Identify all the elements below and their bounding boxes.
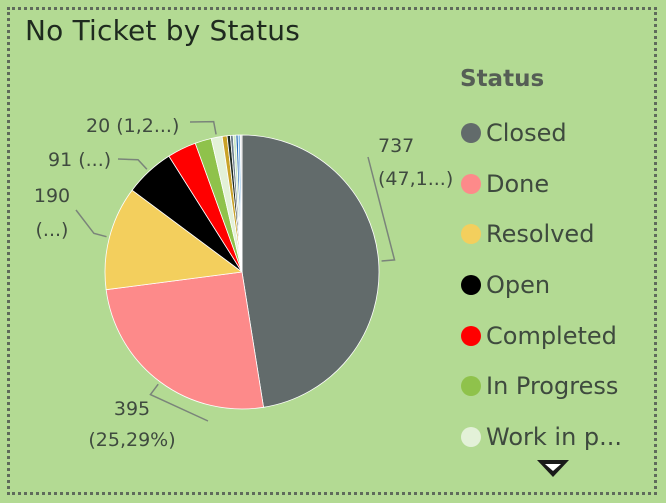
pie-slice[interactable]	[105, 271, 264, 410]
legend-marker	[461, 426, 481, 447]
label-leader-line	[149, 383, 209, 422]
legend-marker	[461, 376, 481, 397]
legend-item[interactable]: Work in p...	[461, 412, 622, 463]
data-label: 395	[114, 398, 150, 420]
pie-slice[interactable]	[239, 134, 243, 273]
legend-item[interactable]: Completed	[461, 310, 622, 361]
legend-label: Done	[486, 169, 550, 198]
legend-item[interactable]: Closed	[461, 108, 622, 159]
label-leader-line	[117, 158, 148, 170]
legend-item[interactable]: In Progress	[461, 361, 622, 412]
data-label: (...)	[36, 219, 69, 241]
data-label: 190	[34, 185, 70, 207]
legend-label: Open	[486, 271, 551, 300]
legend-marker	[461, 325, 481, 346]
pie-slice[interactable]	[104, 189, 244, 291]
data-label: (25,29%)	[88, 429, 175, 451]
data-label: 737	[378, 135, 414, 157]
legend-title: Status	[460, 66, 545, 92]
legend-marker	[461, 173, 481, 194]
data-label: (47,1...)	[378, 168, 453, 190]
legend-marker	[461, 123, 481, 144]
legend-label: Work in p...	[486, 422, 623, 451]
legend-label: Completed	[486, 321, 617, 350]
legend-marker	[461, 275, 481, 296]
legend-marker	[461, 224, 481, 245]
label-leader-line	[189, 120, 217, 135]
legend-item[interactable]: Done	[461, 159, 622, 210]
legend-item[interactable]: Open	[461, 260, 622, 311]
pie-slice[interactable]	[241, 134, 380, 408]
visual-frame[interactable]	[7, 7, 657, 495]
data-label: 20 (1,2...)	[86, 115, 179, 137]
legend-label: Resolved	[486, 220, 595, 249]
data-label: 91 (...)	[48, 149, 111, 171]
legend-label: In Progress	[486, 372, 619, 401]
label-leader-line	[367, 156, 396, 262]
chart-title: No Ticket by Status	[25, 14, 300, 47]
label-leader-line	[75, 209, 107, 238]
legend-item[interactable]: Resolved	[461, 209, 622, 260]
legend: Closed Done Resolved Open Completed In Progre…	[461, 108, 622, 462]
legend-label: Closed	[486, 119, 567, 148]
triangle-down-icon[interactable]	[535, 458, 571, 480]
